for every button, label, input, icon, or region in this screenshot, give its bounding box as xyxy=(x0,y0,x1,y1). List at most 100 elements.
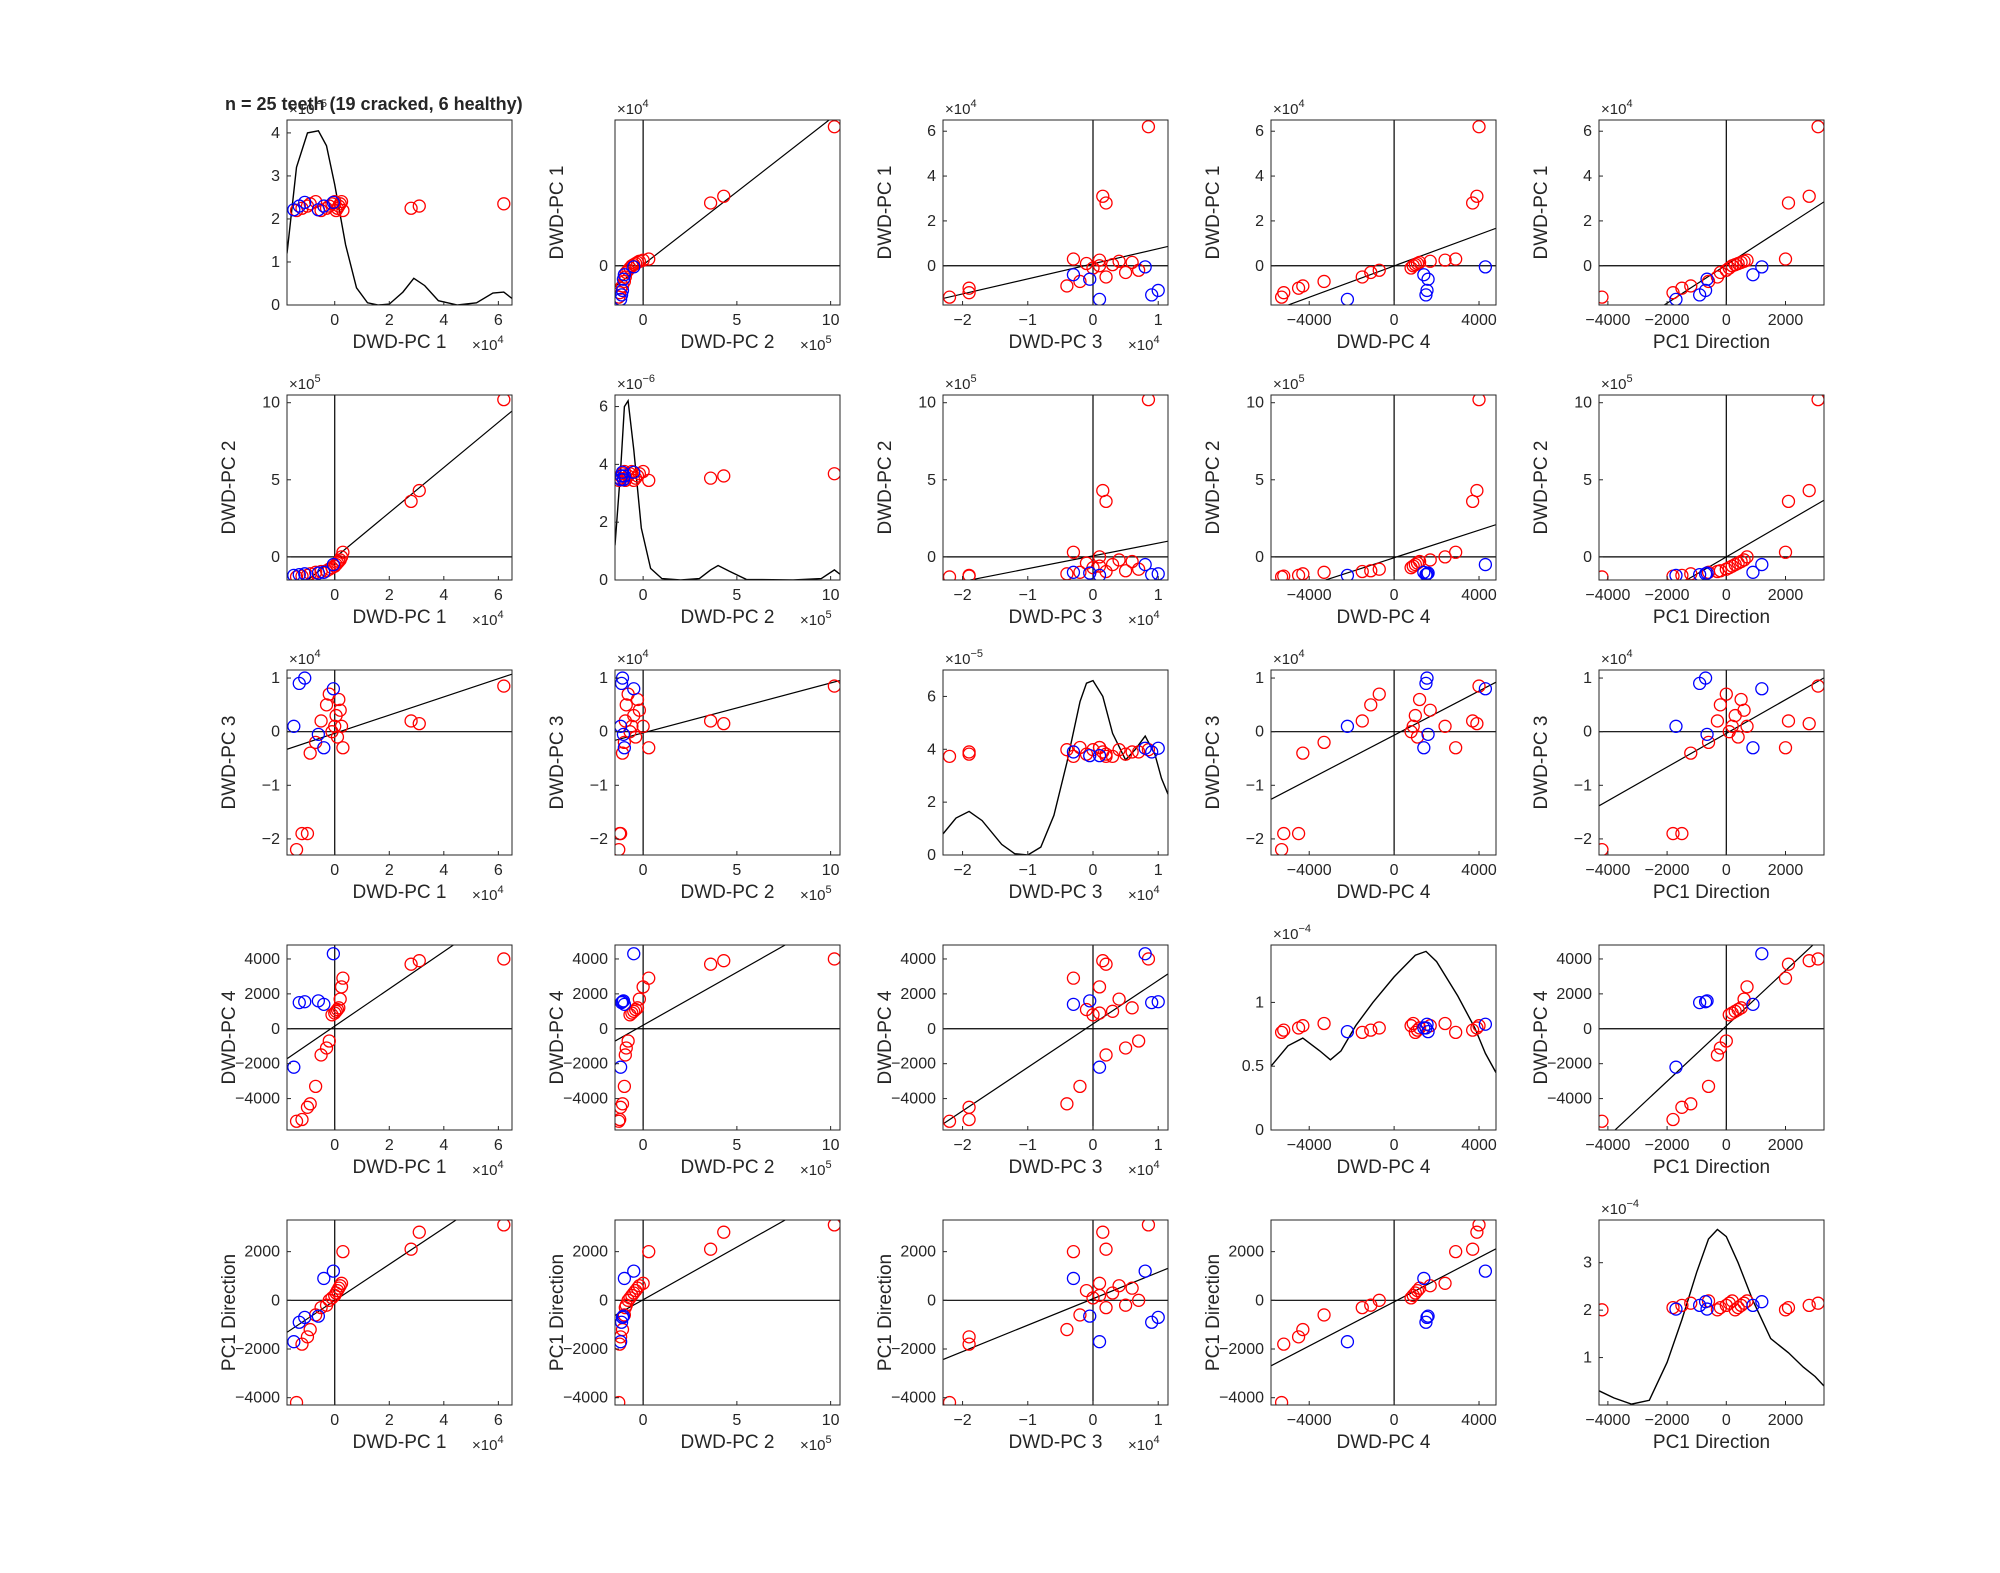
point-healthy xyxy=(1138,947,1152,961)
axis-scale-label: ×105 xyxy=(1601,373,1633,393)
point-cracked xyxy=(1092,253,1107,267)
y-tick-label: 0 xyxy=(599,1292,608,1309)
point-cracked xyxy=(943,1114,957,1128)
point-cracked xyxy=(334,719,349,733)
panel-frame xyxy=(614,944,841,1131)
y-tick-label: 10 xyxy=(1246,395,1264,412)
axis-scale-label: ×104 xyxy=(472,1434,504,1454)
point-healthy xyxy=(1755,260,1769,274)
point-healthy xyxy=(1700,1302,1714,1316)
panel-frame xyxy=(1598,1219,1825,1406)
x-axis-label: DWD-PC 2 xyxy=(681,607,775,628)
y-tick-label: 4000 xyxy=(900,951,936,968)
panel-r0-c1: 0 5 10 DWD-PC 2 ×105 0 DWD-PC 1 ×104 xyxy=(547,98,841,354)
panel-plot-area xyxy=(615,670,840,855)
x-tick-label: 4000 xyxy=(1461,587,1497,604)
point-healthy xyxy=(1421,272,1435,286)
point-cracked xyxy=(1092,1276,1107,1290)
point-cracked xyxy=(1410,256,1425,271)
point-cracked xyxy=(1092,1006,1107,1020)
panel-frame xyxy=(286,944,513,1131)
y-tick-label: 4000 xyxy=(572,951,608,968)
point-healthy xyxy=(1420,283,1434,298)
x-tick-label: 2 xyxy=(385,862,394,879)
point-cracked xyxy=(962,745,976,759)
point-cracked xyxy=(1291,826,1306,841)
x-axis-label: DWD-PC 3 xyxy=(1009,1432,1103,1453)
point-healthy xyxy=(1419,288,1433,302)
point-cracked xyxy=(1737,703,1751,717)
axis-scale-label: ×10−5 xyxy=(945,648,983,668)
point-cracked xyxy=(1470,716,1484,731)
panel-plot-area xyxy=(943,679,1168,855)
x-axis-label: PC1 Direction xyxy=(1653,607,1770,628)
y-tick-label: −2000 xyxy=(1219,1341,1264,1358)
point-cracked xyxy=(615,1330,628,1344)
point-cracked xyxy=(962,1100,976,1114)
panel-frame xyxy=(286,394,513,581)
x-tick-label: 4000 xyxy=(1461,312,1497,329)
point-cracked xyxy=(642,741,656,755)
panel-plot-area xyxy=(1271,670,1496,855)
y-tick-label: 1 xyxy=(599,670,608,687)
point-healthy xyxy=(317,199,331,213)
axis-scale-label: ×105 xyxy=(800,334,832,354)
axis-scale-label: ×105 xyxy=(800,1159,832,1179)
x-tick-label: 5 xyxy=(732,1137,741,1154)
fit-line xyxy=(615,1220,787,1317)
y-axis-label: DWD-PC 1 xyxy=(875,166,896,260)
point-cracked xyxy=(404,494,418,509)
x-tick-label: 0 xyxy=(1089,587,1098,604)
point-cracked xyxy=(1737,1296,1751,1310)
point-cracked xyxy=(303,1097,317,1111)
point-cracked xyxy=(1364,1023,1378,1037)
y-tick-label: −2 xyxy=(590,831,608,848)
point-healthy xyxy=(1145,745,1159,759)
point-healthy xyxy=(1417,1021,1431,1035)
point-cracked xyxy=(615,286,627,300)
x-tick-label: 0 xyxy=(330,862,339,879)
x-axis-label: DWD-PC 1 xyxy=(353,882,447,903)
point-cracked xyxy=(1079,256,1094,271)
point-cracked xyxy=(1317,1016,1331,1031)
y-axis-label: PC1 Direction xyxy=(875,1254,896,1371)
point-healthy xyxy=(1669,1302,1683,1316)
point-cracked xyxy=(1092,259,1107,273)
y-tick-label: 3 xyxy=(271,168,280,185)
point-cracked xyxy=(1472,1220,1486,1232)
point-cracked xyxy=(1096,1225,1110,1239)
y-axis-label: DWD-PC 2 xyxy=(219,441,240,535)
x-tick-label: 2000 xyxy=(1768,1412,1804,1429)
point-healthy xyxy=(1092,1335,1107,1349)
point-healthy xyxy=(287,719,301,733)
fit-line xyxy=(1323,524,1496,580)
point-healthy xyxy=(627,682,641,696)
x-tick-label: −4000 xyxy=(1287,312,1332,329)
point-healthy xyxy=(292,567,306,580)
x-axis-label: DWD-PC 3 xyxy=(1009,607,1103,628)
point-cracked xyxy=(1599,1114,1609,1128)
point-cracked xyxy=(630,1001,645,1015)
point-cracked xyxy=(333,992,347,1006)
point-cracked xyxy=(497,1220,511,1232)
x-tick-label: 0 xyxy=(1390,862,1399,879)
point-cracked xyxy=(1410,556,1425,570)
point-healthy xyxy=(1746,741,1760,755)
point-cracked xyxy=(1701,274,1716,289)
point-healthy xyxy=(616,272,631,286)
panel-r2-c4: −4000 −2000 0 2000 PC1 Direction −2 −1 0 1 DWD-PC… xyxy=(1531,648,1825,903)
point-cracked xyxy=(1470,189,1484,203)
point-cracked xyxy=(1112,992,1126,1006)
point-cracked xyxy=(295,1112,309,1127)
point-cracked xyxy=(628,730,643,744)
x-axis-label: PC1 Direction xyxy=(1653,332,1770,353)
point-healthy xyxy=(1669,719,1683,733)
point-cracked xyxy=(1105,1286,1120,1300)
point-cracked xyxy=(1073,1079,1087,1094)
point-cracked xyxy=(962,281,976,295)
point-cracked xyxy=(1710,714,1725,728)
axis-scale-label: ×104 xyxy=(1128,884,1160,904)
panel-r1-c2: −2 −1 0 1 DWD-PC 3 ×104 0 5 10 DWD-PC 2 ×105 xyxy=(875,373,1169,629)
x-tick-label: −1 xyxy=(1019,1412,1037,1429)
